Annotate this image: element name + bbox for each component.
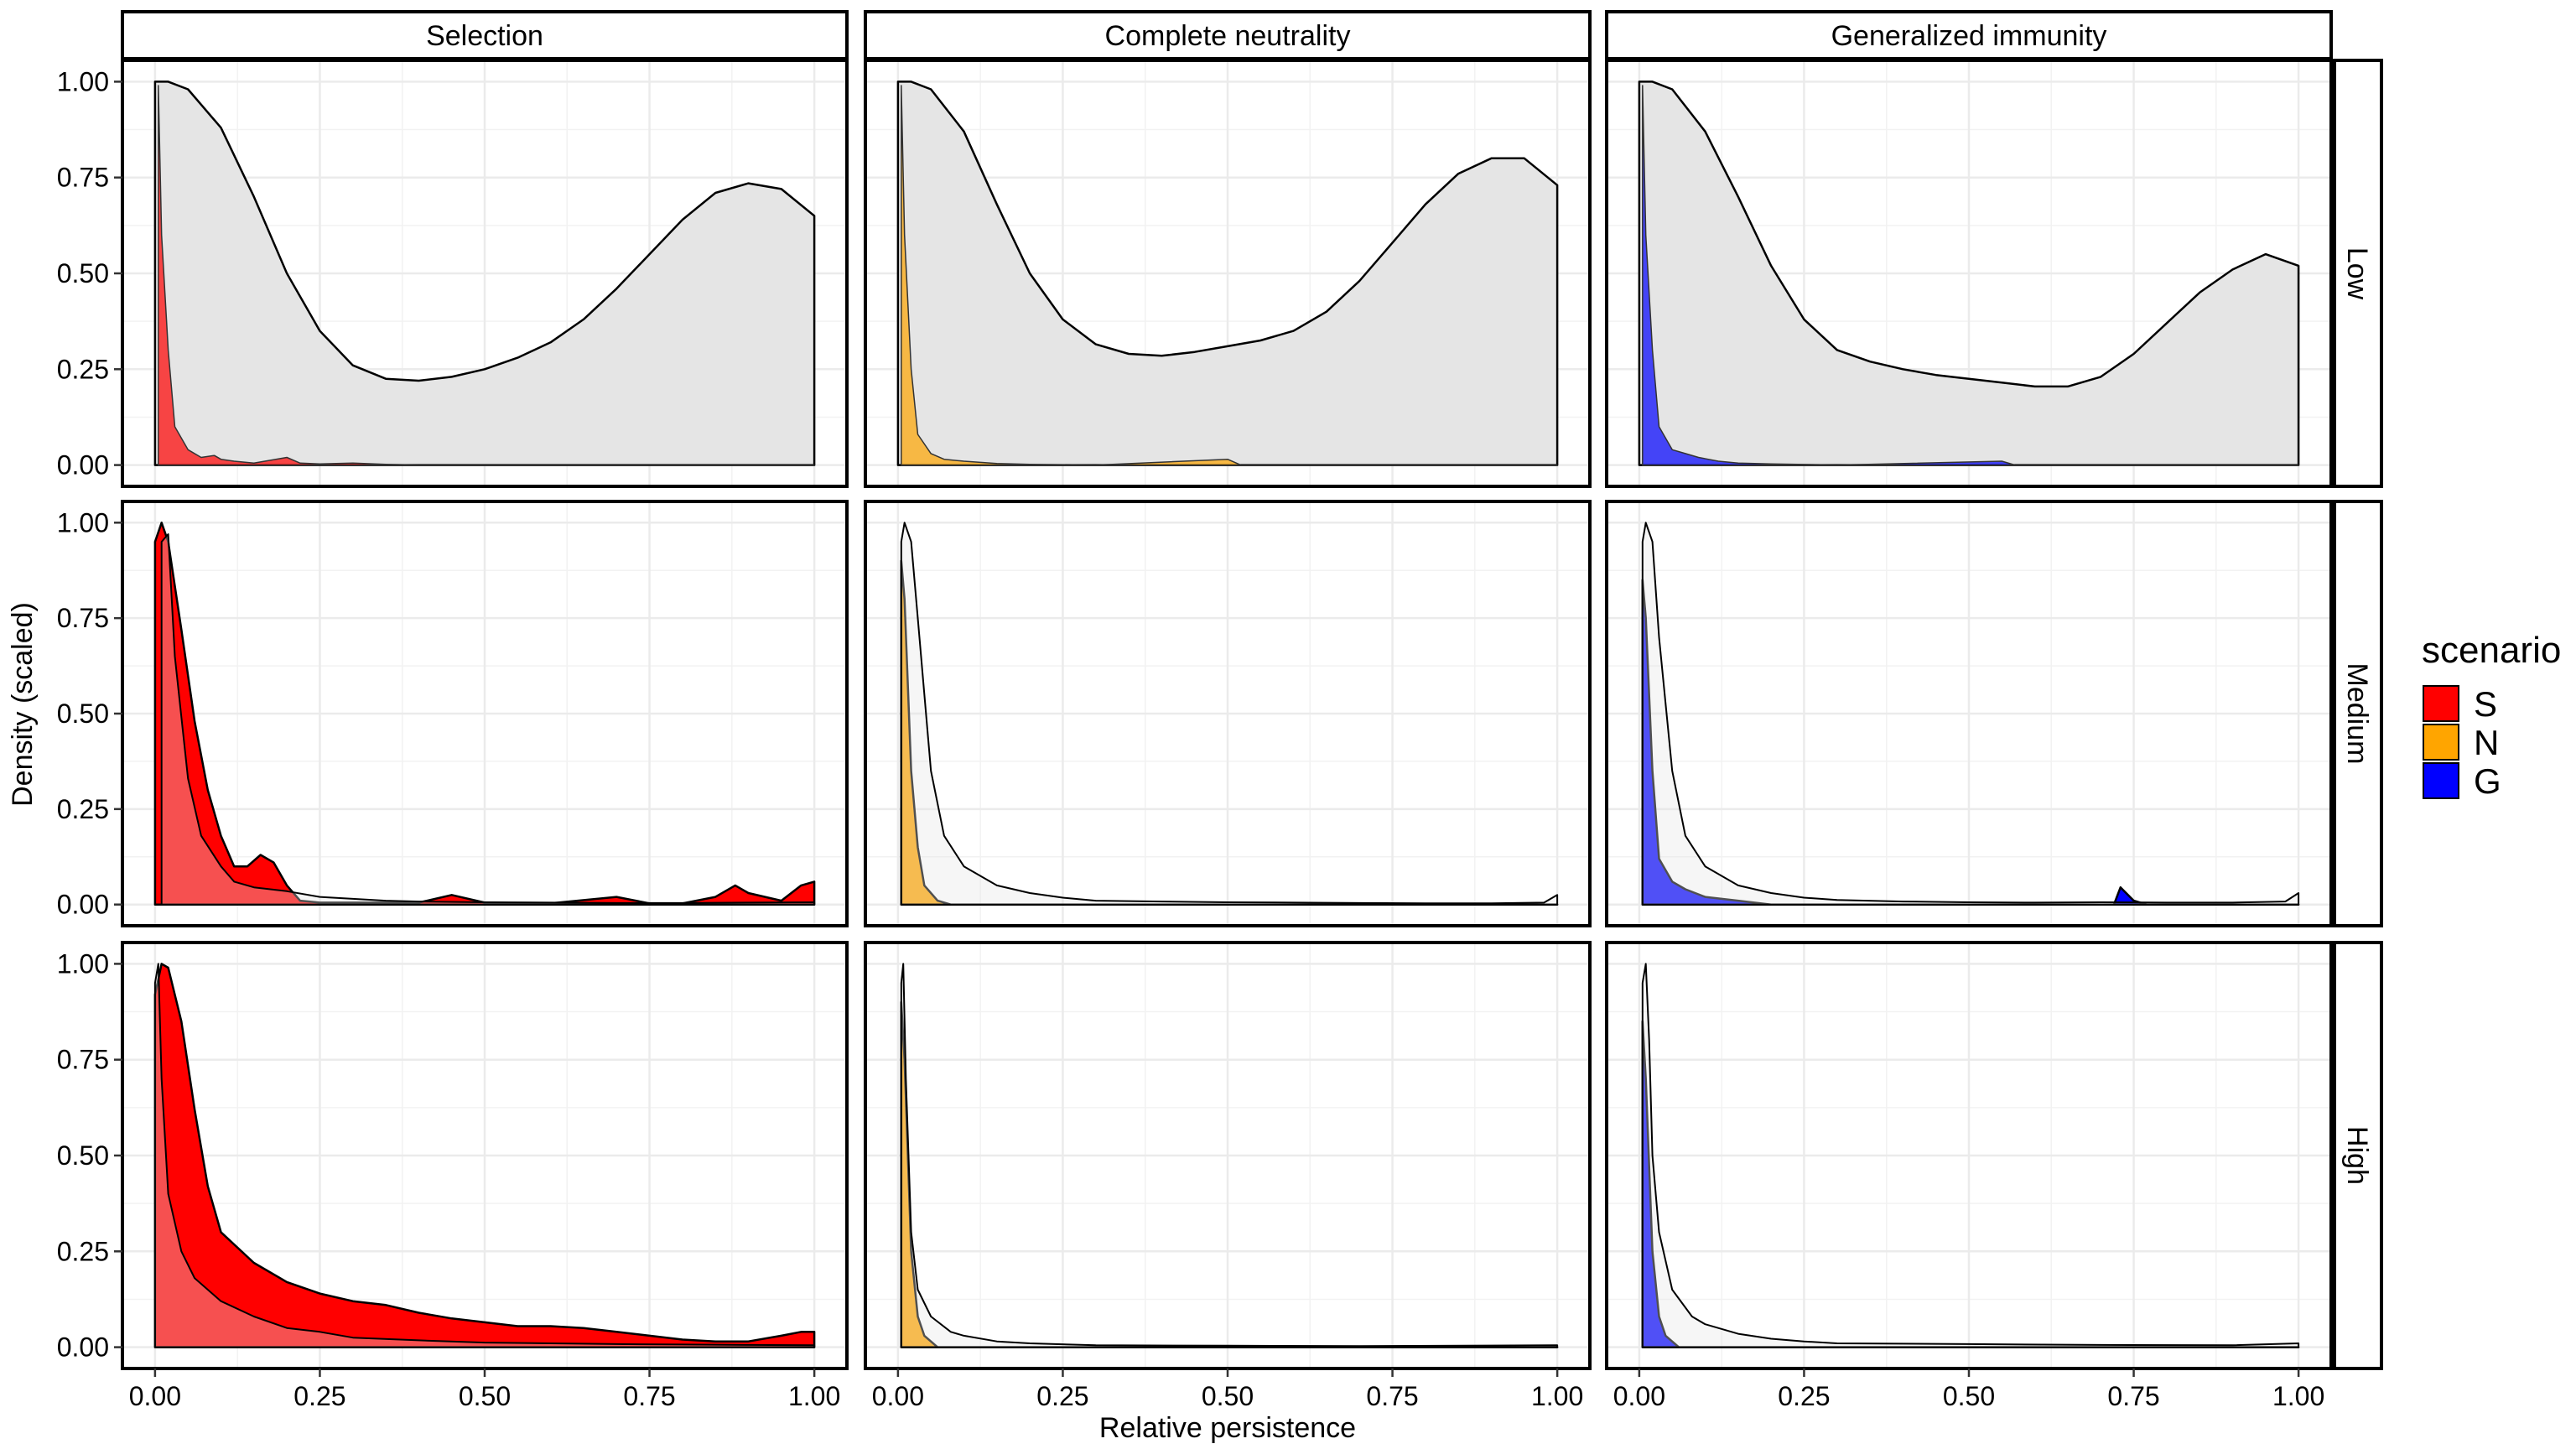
panel-selection-low [121, 59, 849, 488]
density-area-G [1642, 85, 2299, 466]
x-tick-label: 1.00 [2272, 1381, 2324, 1411]
panel-border [1605, 500, 2333, 927]
density-area-all [1638, 80, 2300, 466]
x-tick-label: 0.00 [1613, 1381, 1665, 1411]
panel-selection-high [121, 941, 849, 1370]
strip-background [2333, 59, 2383, 488]
row-strip-medium: Medium [2333, 500, 2383, 927]
x-tick-label: 0.50 [1943, 1381, 1995, 1411]
y-tick-label: 0.00 [57, 1332, 109, 1363]
legend-entry-G: G [2423, 761, 2501, 801]
panels-layer [121, 59, 2333, 1370]
strip-label: High [2341, 1126, 2373, 1185]
density-area-all [153, 80, 816, 466]
y-tick-label: 0.25 [57, 794, 109, 824]
strip-background [121, 10, 849, 60]
legend-label: G [2474, 761, 2501, 801]
density-area-S [153, 963, 816, 1348]
legend-entry-N: N [2423, 723, 2499, 762]
density-area-all [896, 80, 1559, 466]
density-area-all [1641, 522, 2300, 906]
density-area-all [153, 963, 816, 1348]
panel-generalized-immunity-high [1605, 941, 2333, 1370]
x-tick-label: 0.00 [872, 1381, 924, 1411]
legend: scenario SNG [2422, 630, 2561, 801]
x-tick-label: 0.50 [459, 1381, 511, 1411]
strip-label: Low [2341, 247, 2373, 300]
y-tick-label: 1.00 [57, 66, 109, 96]
x-tick-label: 0.75 [623, 1381, 675, 1411]
x-tick-label: 0.50 [1202, 1381, 1254, 1411]
x-tick-label: 1.00 [1531, 1381, 1583, 1411]
legend-swatch [2423, 762, 2459, 799]
x-tick-label: 1.00 [788, 1381, 840, 1411]
y-tick-label: 0.00 [57, 450, 109, 480]
legend-swatch [2423, 685, 2459, 722]
x-tick-label: 0.25 [293, 1381, 345, 1411]
strip-background [864, 10, 1592, 60]
strip-label: Generalized immunity [1831, 20, 2107, 52]
strip-label: Complete neutrality [1105, 20, 1351, 52]
strips-layer: Selection Complete neutrality Generalized … [121, 10, 2383, 1370]
panel-selection-medium [121, 500, 849, 927]
x-tick-label: 0.75 [1366, 1381, 1418, 1411]
x-tick-label: 0.75 [2107, 1381, 2159, 1411]
x-tick-label: 0.00 [129, 1381, 181, 1411]
y-tick-label: 0.75 [57, 163, 109, 193]
density-area-S [158, 85, 815, 466]
strip-background [2333, 941, 2383, 1370]
legend-entry-S: S [2423, 684, 2497, 724]
row-strip-low: Low [2333, 59, 2383, 488]
y-axis-label: Density (scaled) [7, 602, 39, 807]
panel-generalized-immunity-low [1605, 59, 2333, 488]
strip-background [2333, 500, 2383, 927]
density-area-N [901, 85, 1558, 466]
x-tick-label: 0.25 [1778, 1381, 1830, 1411]
legend-title: scenario [2422, 630, 2561, 671]
legend-label: N [2474, 723, 2499, 762]
y-tick-label: 0.75 [57, 1045, 109, 1075]
panel-complete-neutrality-high [864, 941, 1592, 1370]
column-strip-complete-neutrality: Complete neutrality [864, 10, 1592, 60]
y-tick-label: 0.50 [57, 1140, 109, 1171]
legend-entries: SNG [2423, 684, 2501, 801]
legend-swatch [2423, 724, 2459, 761]
y-tick-label: 0.75 [57, 603, 109, 633]
y-tick-label: 0.25 [57, 354, 109, 384]
row-strip-high: High [2333, 941, 2383, 1370]
y-tick-label: 0.00 [57, 890, 109, 920]
panel-border [864, 500, 1592, 927]
legend-label: S [2474, 684, 2497, 724]
density-area-all [1641, 963, 2300, 1348]
panel-complete-neutrality-low [864, 59, 1592, 488]
strip-label: Selection [426, 20, 543, 52]
density-area-all [900, 963, 1559, 1348]
column-strip-generalized-immunity: Generalized immunity [1605, 10, 2333, 60]
y-tick-label: 1.00 [57, 948, 109, 979]
x-axis-label: Relative persistence [1099, 1412, 1356, 1444]
y-tick-label: 0.25 [57, 1236, 109, 1266]
density-area-all [160, 533, 816, 906]
y-tick-label: 1.00 [57, 507, 109, 538]
density-area-all [900, 522, 1559, 906]
axes-layer: 0.00 0.25 0.50 0.75 1.00 0.00 0.25 0.50 0.75 1.00… [57, 66, 2325, 1411]
strip-label: Medium [2341, 663, 2373, 765]
x-tick-label: 0.25 [1036, 1381, 1088, 1411]
y-tick-label: 0.50 [57, 258, 109, 288]
panel-complete-neutrality-medium [864, 500, 1592, 927]
column-strip-selection: Selection [121, 10, 849, 60]
panel-generalized-immunity-medium [1605, 500, 2333, 927]
strip-background [1605, 10, 2333, 60]
y-tick-label: 0.50 [57, 699, 109, 729]
